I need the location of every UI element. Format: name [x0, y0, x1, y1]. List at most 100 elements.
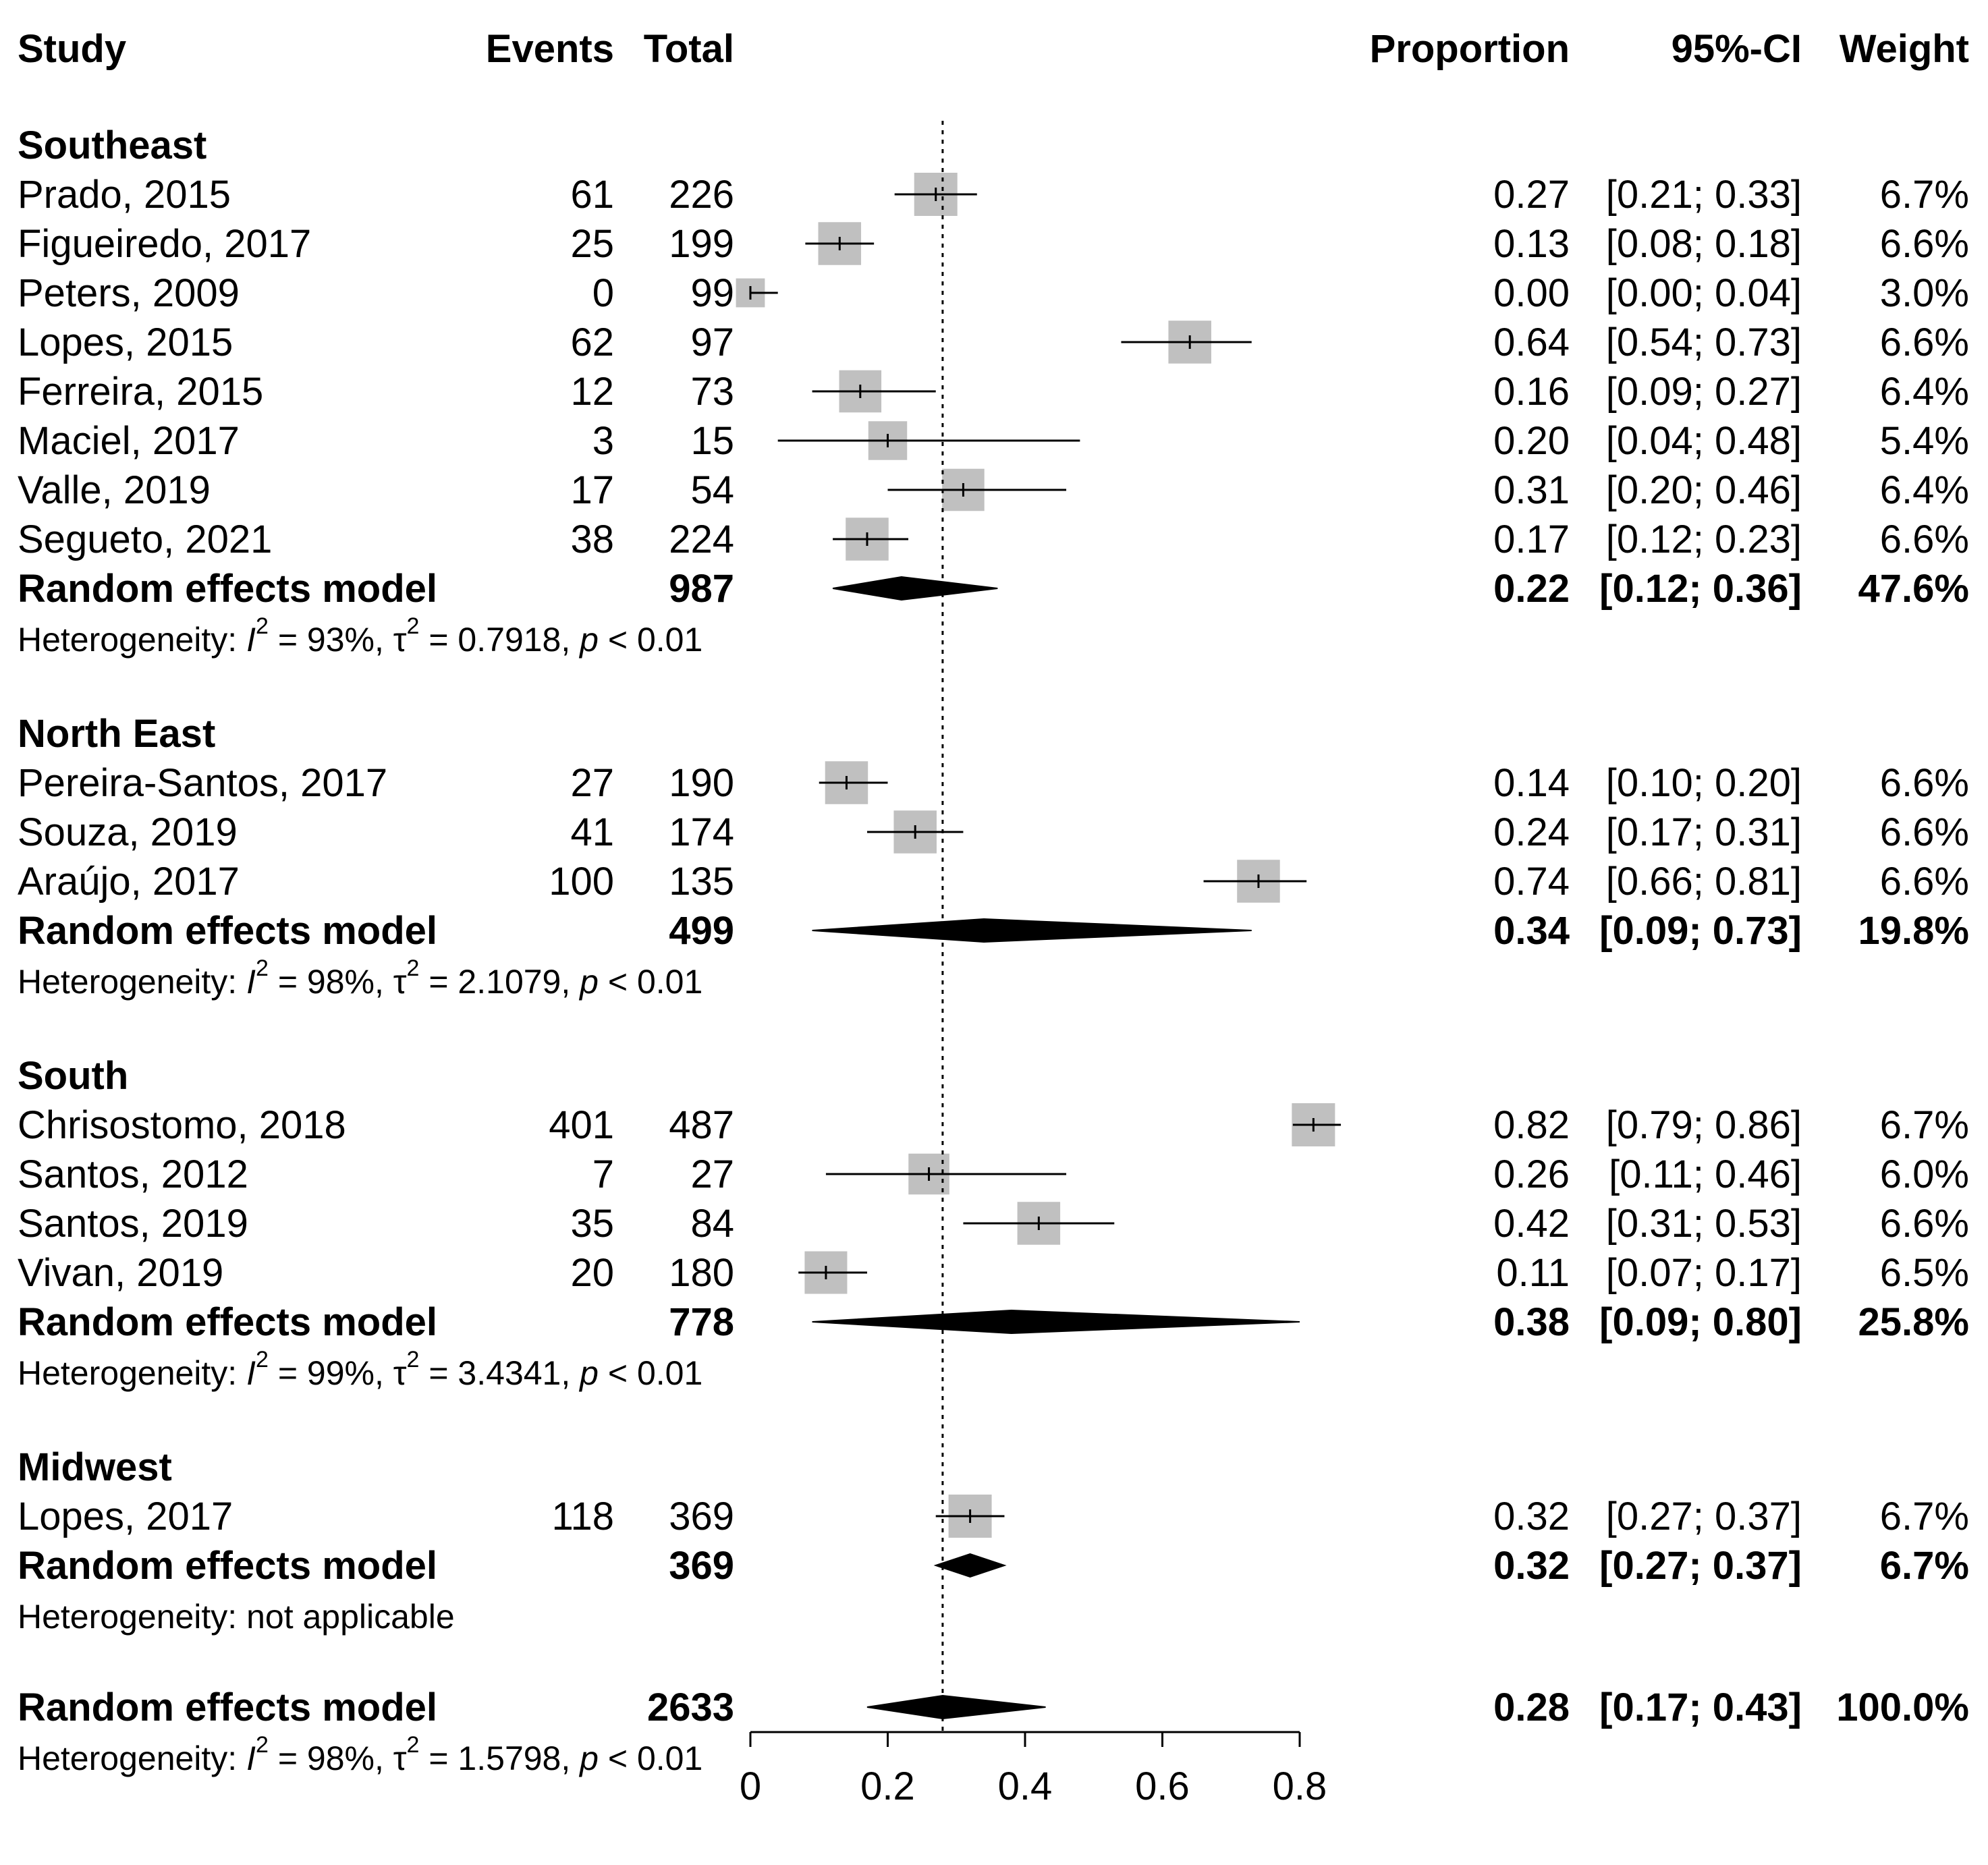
study-weight: 6.6%: [1880, 321, 1969, 364]
study-ci: [0.12; 0.23]: [1606, 518, 1802, 561]
model-proportion: 0.38: [1493, 1300, 1570, 1344]
study-proportion: 0.31: [1493, 468, 1570, 512]
subgroup: South Chrisostomo, 2018 401 487 0.82 [0.79; 0…: [18, 1054, 1969, 1392]
study-row: Santos, 2019 35 84 0.42 [0.31; 0.53] 6.6%: [18, 1202, 1969, 1246]
study-weight: 6.0%: [1880, 1152, 1969, 1196]
subgroup: Southeast Prado, 2015 61 226 0.27 [0.21; 0.33…: [18, 123, 1969, 659]
header-weight: Weight: [1840, 27, 1969, 71]
study-weight: 6.6%: [1880, 810, 1969, 854]
study-proportion: 0.42: [1493, 1202, 1570, 1246]
study-total: 99: [690, 271, 734, 315]
model-label: Random effects model: [18, 567, 437, 611]
study-total: 84: [690, 1202, 734, 1246]
study-proportion: 0.32: [1493, 1495, 1570, 1538]
study-row: Vivan, 2019 20 180 0.11 [0.07; 0.17] 6.5%: [18, 1251, 1969, 1295]
subgroup-title: Midwest: [18, 1445, 172, 1489]
study-proportion: 0.20: [1493, 419, 1570, 463]
model-diamond: [933, 1553, 1007, 1578]
study-total: 135: [669, 860, 734, 903]
study-total: 199: [669, 222, 734, 266]
study-ci: [0.66; 0.81]: [1606, 860, 1802, 903]
study-name: Araújo, 2017: [18, 860, 240, 903]
study-ci: [0.54; 0.73]: [1606, 321, 1802, 364]
overall-label: Random effects model: [18, 1686, 437, 1729]
study-total: 226: [669, 173, 734, 217]
study-name: Figueiredo, 2017: [18, 222, 311, 266]
study-name: Pereira-Santos, 2017: [18, 761, 387, 805]
model-label: Random effects model: [18, 909, 437, 953]
model-ci: [0.27; 0.37]: [1599, 1544, 1802, 1588]
study-events: 401: [549, 1103, 614, 1147]
study-row: Pereira-Santos, 2017 27 190 0.14 [0.10; 0.20…: [18, 761, 1969, 805]
model-row: Random effects model 369 0.32 [0.27; 0.37] 6…: [18, 1544, 1969, 1588]
model-proportion: 0.32: [1493, 1544, 1570, 1588]
study-ci: [0.17; 0.31]: [1606, 810, 1802, 854]
study-events: 61: [570, 173, 614, 217]
study-row: Figueiredo, 2017 25 199 0.13 [0.08; 0.18] 6.6…: [18, 222, 1969, 266]
study-row: Souza, 2019 41 174 0.24 [0.17; 0.31] 6.6%: [18, 810, 1969, 854]
study-events: 25: [570, 222, 614, 266]
overall-total: 2633: [647, 1686, 734, 1729]
study-proportion: 0.17: [1493, 518, 1570, 561]
study-weight: 6.7%: [1880, 173, 1969, 217]
study-ci: [0.27; 0.37]: [1606, 1495, 1802, 1538]
model-row: Random effects model 778 0.38 [0.09; 0.80] 2…: [18, 1300, 1969, 1344]
study-weight: 6.7%: [1880, 1103, 1969, 1147]
study-events: 35: [570, 1202, 614, 1246]
study-events: 3: [592, 419, 614, 463]
heterogeneity-label: Heterogeneity: I2 = 93%, τ2 = 0.7918, p …: [18, 613, 702, 659]
study-total: 180: [669, 1251, 734, 1295]
study-proportion: 0.27: [1493, 173, 1570, 217]
x-tick-label: 0.4: [998, 1764, 1053, 1808]
model-diamond: [812, 918, 1252, 943]
model-total: 778: [669, 1300, 734, 1344]
study-ci: [0.09; 0.27]: [1606, 370, 1802, 414]
x-tick-label: 0.2: [860, 1764, 915, 1808]
study-name: Souza, 2019: [18, 810, 238, 854]
model-ci: [0.09; 0.80]: [1599, 1300, 1802, 1344]
model-label: Random effects model: [18, 1544, 437, 1588]
subgroup: North East Pereira-Santos, 2017 27 190 0.14 […: [18, 712, 1969, 1001]
study-events: 38: [570, 518, 614, 561]
model-total: 369: [669, 1544, 734, 1588]
study-name: Segueto, 2021: [18, 518, 272, 561]
study-events: 100: [549, 860, 614, 903]
study-proportion: 0.24: [1493, 810, 1570, 854]
heterogeneity-label: Heterogeneity: I2 = 99%, τ2 = 3.4341, p …: [18, 1347, 702, 1392]
study-row: Santos, 2012 7 27 0.26 [0.11; 0.46] 6.0%: [18, 1152, 1969, 1196]
x-axis: 0 0.2 0.4 0.6 0.8: [740, 1731, 1327, 1808]
study-total: 27: [690, 1152, 734, 1196]
header-ci: 95%-CI: [1672, 27, 1802, 71]
heterogeneity-label: Heterogeneity: I2 = 98%, τ2 = 1.5798, p …: [18, 1732, 702, 1777]
study-name: Santos, 2012: [18, 1152, 248, 1196]
study-weight: 6.7%: [1880, 1495, 1969, 1538]
study-proportion: 0.00: [1493, 271, 1570, 315]
study-proportion: 0.82: [1493, 1103, 1570, 1147]
model-row: Random effects model 499 0.34 [0.09; 0.73] 1…: [18, 909, 1969, 953]
study-name: Lopes, 2017: [18, 1495, 233, 1538]
subgroup-title: North East: [18, 712, 215, 756]
study-proportion: 0.16: [1493, 370, 1570, 414]
study-weight: 5.4%: [1880, 419, 1969, 463]
study-ci: [0.10; 0.20]: [1606, 761, 1802, 805]
study-ci: [0.79; 0.86]: [1606, 1103, 1802, 1147]
header-study: Study: [18, 27, 126, 71]
rows: Southeast Prado, 2015 61 226 0.27 [0.21; 0.33…: [18, 121, 1969, 1777]
study-weight: 6.6%: [1880, 860, 1969, 903]
overall-weight: 100.0%: [1836, 1686, 1969, 1729]
study-row: Peters, 2009 0 99 0.00 [0.00; 0.04] 3.0%: [18, 271, 1969, 315]
model-total: 987: [669, 567, 734, 611]
study-name: Vivan, 2019: [18, 1251, 223, 1295]
overall-diamond: [866, 1694, 1046, 1720]
study-weight: 6.4%: [1880, 370, 1969, 414]
study-row: Lopes, 2015 62 97 0.64 [0.54; 0.73] 6.6%: [18, 321, 1969, 364]
study-row: Ferreira, 2015 12 73 0.16 [0.09; 0.27] 6.4%: [18, 370, 1969, 414]
study-events: 41: [570, 810, 614, 854]
study-proportion: 0.11: [1496, 1251, 1570, 1295]
study-name: Chrisostomo, 2018: [18, 1103, 346, 1147]
study-events: 62: [570, 321, 614, 364]
study-weight: 6.6%: [1880, 761, 1969, 805]
header-total: Total: [644, 27, 734, 71]
study-ci: [0.21; 0.33]: [1606, 173, 1802, 217]
